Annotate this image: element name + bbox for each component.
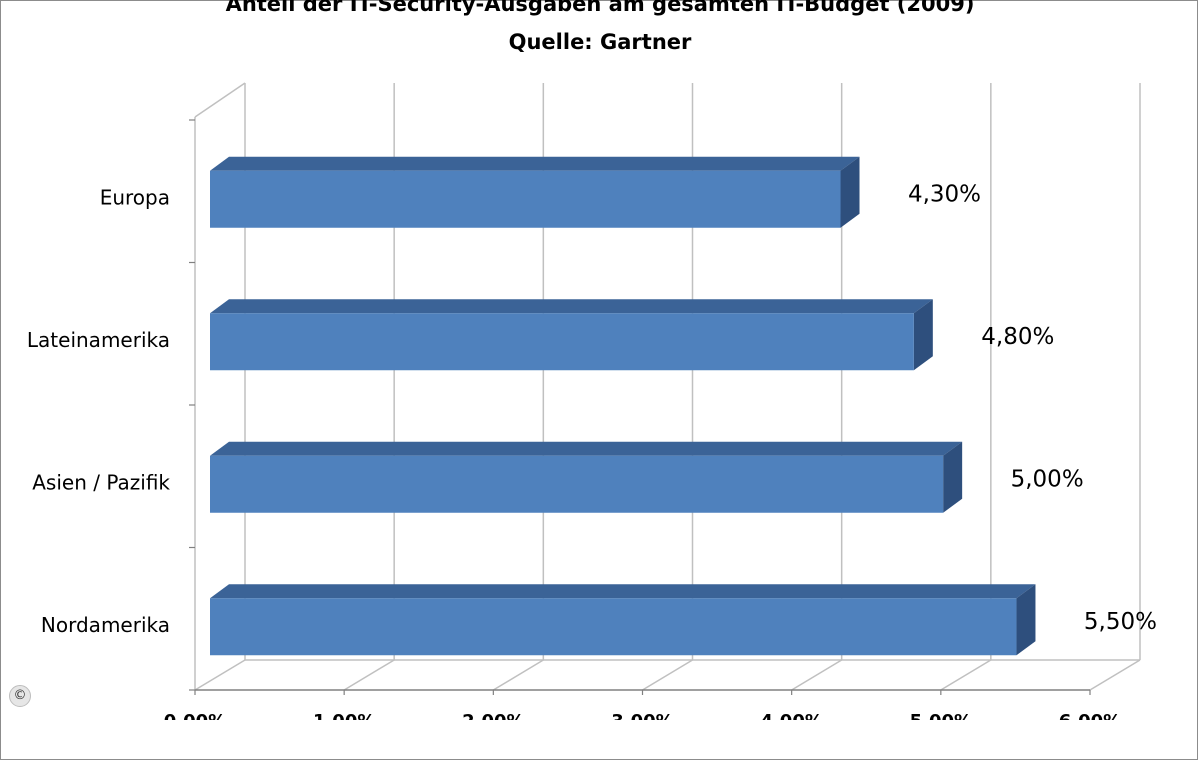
data-label: 5,00% (1011, 466, 1084, 492)
bar (210, 170, 841, 228)
bar-side-face (1016, 584, 1036, 656)
bar (210, 598, 1017, 656)
x-tick-label: 4,00% (760, 711, 822, 720)
floor-gridline (791, 659, 843, 691)
category-label: Asien / Pazifik (32, 470, 170, 494)
bar-top-face (210, 156, 860, 171)
data-label: 4,30% (908, 181, 981, 207)
chart-title: Anteil der IT-Security-Ausgaben am gesam… (225, 0, 975, 16)
x-tick-label: 5,00% (910, 711, 972, 720)
x-tick-label: 0,00% (164, 711, 226, 720)
bars-layer (210, 156, 1036, 656)
side-wall-edge (194, 82, 246, 118)
bar (210, 455, 944, 513)
category-label: Nordamerika (41, 613, 170, 637)
grid-layer (189, 82, 1141, 695)
floor-gridline (940, 659, 992, 691)
category-label: Europa (100, 185, 170, 209)
copyright-icon: © (9, 685, 31, 707)
floor-gridline (343, 659, 395, 691)
bar-side-face (943, 441, 963, 513)
bar-top-face (210, 441, 963, 456)
floor-gridline (642, 659, 693, 691)
bar-chart: 0,00% 1,00% 2,00% 3,00% 4,00% 5,00% 6,00% Europ… (27, 82, 1157, 720)
x-tick-label: 6,00% (1059, 711, 1121, 720)
bar-top-face (210, 584, 1036, 599)
floor-gridline (1089, 659, 1141, 691)
x-tick-label: 1,00% (313, 711, 375, 720)
category-label: Lateinamerika (27, 328, 170, 352)
bar-side-face (913, 299, 933, 371)
bar (210, 313, 914, 371)
labels-layer: 0,00% 1,00% 2,00% 3,00% 4,00% 5,00% 6,00% Europ… (27, 181, 1157, 720)
floor-gridline (194, 659, 246, 691)
data-label: 4,80% (981, 324, 1054, 350)
x-tick-label: 3,00% (611, 711, 673, 720)
x-tick-label: 2,00% (462, 711, 524, 720)
chart-subtitle: Quelle: Gartner (508, 30, 692, 54)
floor-gridline (492, 659, 544, 691)
data-label: 5,50% (1084, 609, 1157, 635)
bar-side-face (840, 156, 860, 228)
bar-top-face (210, 299, 933, 314)
